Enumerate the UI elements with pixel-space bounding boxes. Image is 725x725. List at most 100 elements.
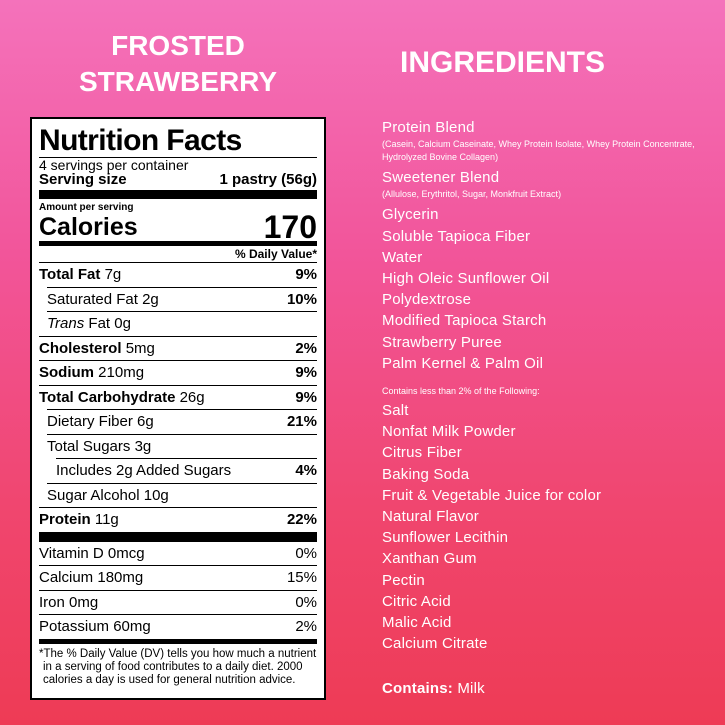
nutrient: Includes 2g Added Sugars: [56, 459, 231, 483]
daily-value: 15%: [286, 569, 317, 586]
ingredient: Strawberry Puree: [382, 333, 502, 351]
nutrition-label: Nutrition Facts 4 servings per container…: [30, 117, 326, 700]
daily-value: 21%: [286, 413, 317, 430]
nutrient: Potassium 60mg: [39, 615, 151, 639]
contains-label: Contains:: [382, 680, 453, 697]
nutrient-row: Sodium 210mg 9%: [39, 360, 317, 385]
nutrient-amount: 11g: [94, 511, 119, 528]
nutrient-name: Fat: [88, 315, 111, 332]
ingredient: Sunflower Lecithin: [382, 529, 509, 547]
ingredient-detail: (Allulose, Erythritol, Sugar, Monkfruit …: [382, 189, 562, 200]
minor-ingredients: Salt Nonfat Milk Powder Citrus Fiber Baking…: [382, 400, 712, 654]
nutrient-name: Sodium: [39, 364, 94, 381]
ingredient: Glycerin: [382, 206, 439, 224]
ingredient: Xanthan Gum: [382, 550, 477, 568]
nutrient: Iron 0mg: [39, 591, 98, 615]
nutrient-amount: 6g: [137, 413, 154, 430]
nutrient: Trans Fat 0g: [47, 312, 131, 336]
ingredient-list: Protein Blend (Casein, Calcium Caseinate,…: [382, 117, 712, 697]
nutrient-row: Saturated Fat 2g 10%: [47, 286, 317, 312]
ingredient: Nonfat Milk Powder: [382, 423, 516, 441]
nutrient-rows: Total Fat 7g 9% Saturated Fat 2g 10% Trans F…: [39, 262, 317, 541]
nutrient-amount: 0g: [114, 315, 131, 332]
ingredient: High Oleic Sunflower Oil: [382, 270, 550, 288]
amount-per-serving: Amount per serving: [39, 202, 134, 213]
ingredient: Baking Soda: [382, 465, 470, 483]
calories: Calories 170: [39, 209, 317, 246]
nutrient-name: Sugar Alcohol: [47, 486, 140, 504]
serving-size-label: Serving size: [39, 171, 127, 188]
nutrient-amount: 0mcg: [107, 544, 145, 562]
serving-size-value: 1 pastry (56g): [219, 171, 317, 188]
ingredient: Soluble Tapioca Fiber: [382, 227, 531, 245]
nutrient-row: Dietary Fiber 6g 21%: [47, 409, 317, 434]
nutrient-row: Vitamin D 0mcg 0%: [39, 540, 317, 566]
nutrient-row: Total Fat 7g 9%: [39, 262, 317, 287]
nutrient-amount: 180mg: [97, 569, 144, 586]
nutrient-name: Iron: [39, 593, 65, 611]
nutrient-amount: 26g: [179, 388, 205, 406]
calories-value: 170: [263, 209, 317, 245]
nutrient-amount: 2g: [142, 290, 159, 308]
calories-label: Calories: [39, 213, 138, 241]
nutrient-amount: 10g: [143, 486, 169, 504]
daily-value: 0%: [295, 544, 317, 562]
allergens: Contains: Milk: [382, 678, 485, 699]
daily-value: 10%: [286, 290, 317, 308]
main-ingredients: Protein Blend (Casein, Calcium Caseinate,…: [382, 117, 712, 374]
daily-value: 22%: [286, 511, 317, 528]
nutrient-amount: 5mg: [125, 339, 155, 357]
footnote: *The % Daily Value (DV) tells you how mu…: [39, 647, 317, 686]
nutrient-amount: 7g: [104, 266, 122, 283]
nutrient: Saturated Fat 2g: [47, 288, 159, 312]
daily-value: 9%: [295, 364, 317, 381]
product-title: FROSTED STRAWBERRY: [38, 28, 318, 100]
nutrient-name: Protein: [39, 511, 91, 528]
contains-value: Milk: [457, 680, 485, 697]
nutrient: Total Sugars 3g: [47, 435, 151, 459]
ingredient: Natural Flavor: [382, 508, 479, 526]
nutrient-name: Potassium: [39, 618, 110, 635]
nutrient-row: Total Sugars 3g: [47, 433, 317, 459]
nutrient-amount: 0mg: [69, 593, 99, 611]
ingredient: Pectin: [382, 571, 425, 589]
ingredients-heading: INGREDIENTS: [399, 46, 606, 79]
ingredient: Malic Acid: [382, 614, 452, 632]
daily-value: 2%: [295, 339, 317, 357]
nutrient-row: Potassium 60mg 2%: [39, 614, 317, 644]
nutrient: Sodium 210mg: [39, 361, 144, 385]
ingredient: Protein Blend: [382, 119, 475, 136]
ingredient: Sweetener Blend: [382, 169, 500, 187]
nutrient-row: Calcium 180mg 15%: [39, 565, 317, 590]
nutrient: Total Carbohydrate 26g: [39, 386, 205, 410]
nutrient-row: Total Carbohydrate 26g 9%: [39, 384, 317, 410]
ingredient: Calcium Citrate: [382, 635, 488, 653]
nutrient-row: Protein 11g 22%: [39, 507, 317, 541]
daily-value: 0%: [295, 593, 317, 611]
nutrient-row: Cholesterol 5mg 2%: [39, 335, 317, 361]
ingredient: Salt: [382, 402, 409, 420]
ingredient-detail: (Casein, Calcium Caseinate, Whey Protein…: [382, 139, 695, 163]
daily-value-header: % Daily Value*: [234, 247, 317, 261]
ingredient: Citric Acid: [382, 592, 451, 610]
nutrient-name: Calcium: [39, 569, 94, 586]
nutrient-row: Iron 0mg 0%: [39, 589, 317, 615]
nutrient-name: Saturated Fat: [47, 290, 138, 308]
nutrient-row: Includes 2g Added Sugars 4%: [56, 458, 317, 483]
ingredient: Modified Tapioca Starch: [382, 312, 547, 330]
minor-note: Contains less than 2% of the Following:: [382, 386, 540, 397]
ingredient: Water: [382, 248, 423, 266]
nutrient-name: Total Sugars: [47, 437, 131, 455]
nutrient-name: Total Fat: [39, 266, 101, 283]
nutrient-amount: 3g: [134, 437, 152, 455]
nutrient: Cholesterol 5mg: [39, 337, 155, 361]
nutrient: Dietary Fiber 6g: [47, 410, 154, 434]
nutrient-row: Sugar Alcohol 10g: [47, 482, 317, 508]
nutrient-name: Vitamin D: [39, 544, 104, 562]
nutrient-name: Includes 2g Added Sugars: [56, 462, 232, 479]
daily-value: 4%: [295, 462, 317, 479]
nutrient-name: Cholesterol: [39, 339, 122, 357]
vitamin-rows: Vitamin D 0mcg 0% Calcium 180mg 15% Iron 0mg…: [39, 540, 317, 644]
nutrient-amount: 210mg: [98, 364, 145, 381]
